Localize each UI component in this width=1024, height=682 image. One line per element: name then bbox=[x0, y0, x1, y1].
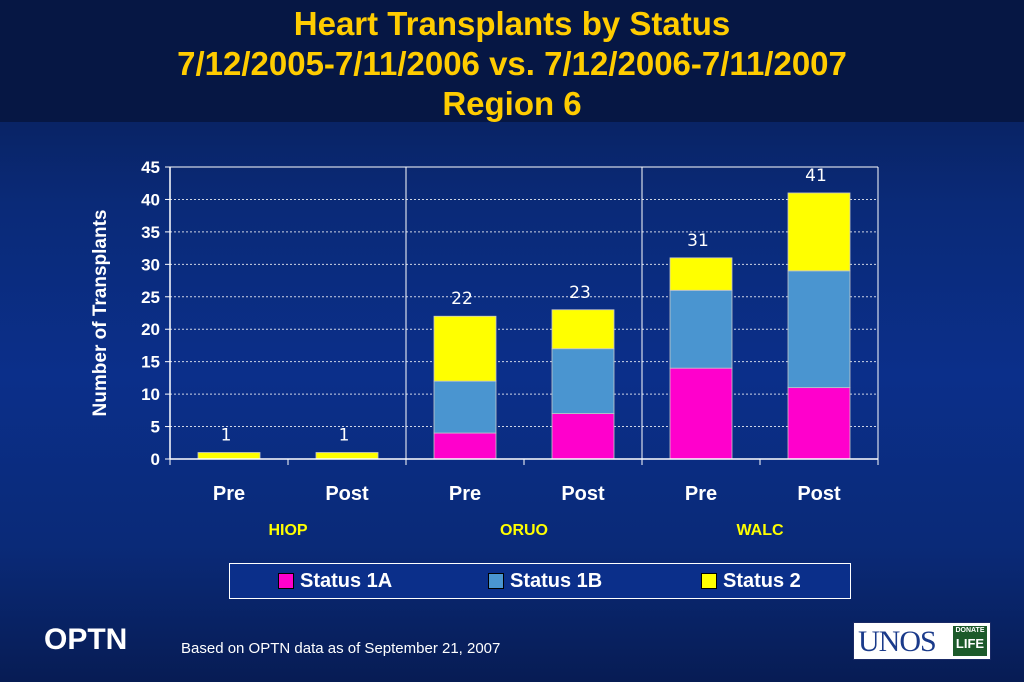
group-label: WALC bbox=[736, 522, 784, 539]
y-tick-label: 45 bbox=[141, 158, 160, 177]
donate-life-badge-bottom: LIFE bbox=[955, 636, 985, 651]
legend-item-status-1a: Status 1A bbox=[278, 569, 393, 592]
x-tick-label: Post bbox=[797, 483, 841, 505]
optn-brand: OPTN bbox=[44, 623, 128, 656]
bar-status-1b-5 bbox=[787, 270, 851, 389]
bar-status-2-3 bbox=[551, 309, 615, 350]
bar-status-2-0 bbox=[197, 452, 261, 460]
title-line-3: Region 6 bbox=[442, 85, 582, 122]
bar-total-label: 1 bbox=[339, 426, 350, 446]
y-tick-label: 30 bbox=[141, 255, 160, 274]
legend-item-status-1b: Status 1B bbox=[488, 569, 603, 592]
y-tick-label: 0 bbox=[151, 450, 160, 469]
y-tick-label: 15 bbox=[141, 353, 160, 372]
legend-label-status-1a: Status 1A bbox=[300, 569, 393, 592]
x-tick-label: Post bbox=[325, 483, 369, 505]
x-tick-label: Pre bbox=[685, 483, 717, 505]
bar-status-2-4 bbox=[669, 257, 733, 291]
bar-status-2-1 bbox=[315, 452, 379, 460]
legend-label-status-2: Status 2 bbox=[723, 569, 801, 592]
bar-status-2-2 bbox=[433, 315, 497, 382]
group-label: HIOP bbox=[268, 522, 307, 539]
donate-life-badge: DONATE LIFE bbox=[953, 626, 987, 656]
chart-title: Heart Transplants by Status 7/12/2005-7/… bbox=[0, 4, 1024, 124]
bar-status-1a-5 bbox=[787, 387, 851, 460]
y-tick-label: 5 bbox=[151, 418, 160, 437]
bar-total-label: 1 bbox=[221, 426, 232, 446]
legend-swatch-status-1a bbox=[278, 573, 294, 589]
group-label: ORUO bbox=[500, 522, 548, 539]
donate-life-badge-top: DONATE bbox=[955, 627, 985, 634]
legend-swatch-status-1b bbox=[488, 573, 504, 589]
y-tick-label: 20 bbox=[141, 320, 160, 339]
bar-status-1b-4 bbox=[669, 289, 733, 369]
bar-total-label: 41 bbox=[805, 166, 827, 186]
y-tick-label: 10 bbox=[141, 385, 160, 404]
unos-logo-text: UNOS bbox=[858, 625, 937, 658]
x-tick-label: Pre bbox=[213, 483, 245, 505]
title-band bbox=[0, 0, 1024, 122]
bar-status-1b-2 bbox=[433, 380, 497, 434]
y-axis-label: Number of Transplants bbox=[90, 210, 111, 417]
legend-label-status-1b: Status 1B bbox=[510, 569, 603, 592]
bar-status-2-5 bbox=[787, 192, 851, 272]
bar-status-1a-2 bbox=[433, 432, 497, 460]
y-tick-label: 40 bbox=[141, 190, 160, 209]
chart-legend: Status 1A Status 1B Status 2 bbox=[229, 563, 851, 599]
bar-status-1a-3 bbox=[551, 413, 615, 460]
data-source-note: Based on OPTN data as of September 21, 2… bbox=[181, 640, 501, 657]
bar-status-1a-4 bbox=[669, 367, 733, 460]
unos-logo: UNOS DONATE LIFE bbox=[853, 622, 991, 660]
bar-total-label: 22 bbox=[451, 289, 473, 309]
x-tick-label: Post bbox=[561, 483, 605, 505]
title-line-1: Heart Transplants by Status bbox=[293, 5, 731, 42]
bar-total-label: 23 bbox=[569, 283, 591, 303]
title-line-2: 7/12/2005-7/11/2006 vs. 7/12/2006-7/11/2… bbox=[177, 45, 847, 82]
legend-swatch-status-2 bbox=[701, 573, 717, 589]
bar-total-label: 31 bbox=[687, 231, 709, 251]
y-tick-label: 25 bbox=[141, 288, 160, 307]
x-tick-label: Pre bbox=[449, 483, 481, 505]
legend-item-status-2: Status 2 bbox=[701, 569, 801, 592]
bar-status-1b-3 bbox=[551, 348, 615, 414]
y-tick-label: 35 bbox=[141, 223, 160, 242]
